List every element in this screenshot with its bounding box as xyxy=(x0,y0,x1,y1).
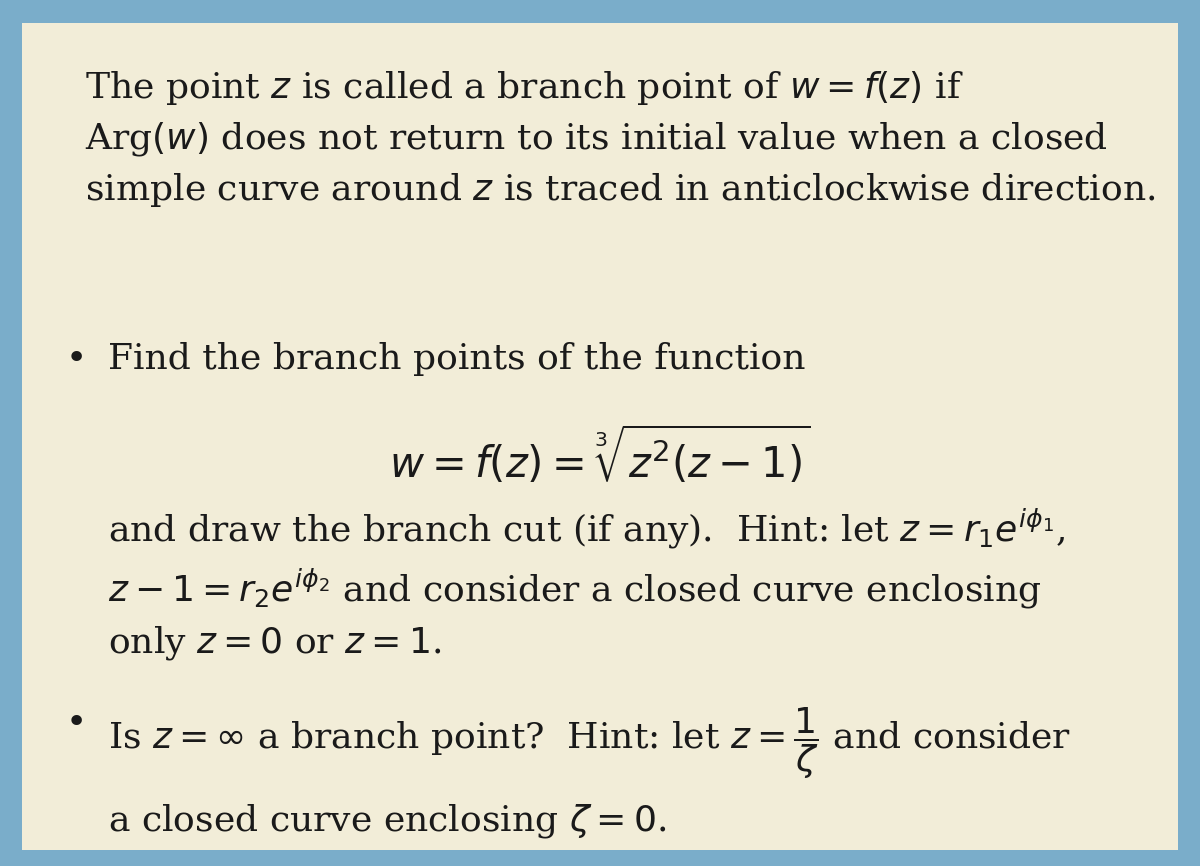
Text: Is $z = \infty$ a branch point?  Hint: let $z = \dfrac{1}{\zeta}$ and consider
a: Is $z = \infty$ a branch point? Hint: le… xyxy=(108,706,1072,840)
Text: and draw the branch cut (if any).  Hint: let $z = r_1 e^{i\phi_1}$,
$z - 1 = r_2: and draw the branch cut (if any). Hint: … xyxy=(108,507,1066,662)
Text: Find the branch points of the function: Find the branch points of the function xyxy=(108,342,806,376)
Text: •: • xyxy=(66,342,86,376)
Text: •: • xyxy=(66,706,86,740)
Text: $w = f(z) = \sqrt[3]{z^2(z-1)}$: $w = f(z) = \sqrt[3]{z^2(z-1)}$ xyxy=(389,424,811,487)
Text: The point $z$ is called a branch point of $w = f(z)$ if
Arg$(w)$ does not return: The point $z$ is called a branch point o… xyxy=(85,69,1156,209)
